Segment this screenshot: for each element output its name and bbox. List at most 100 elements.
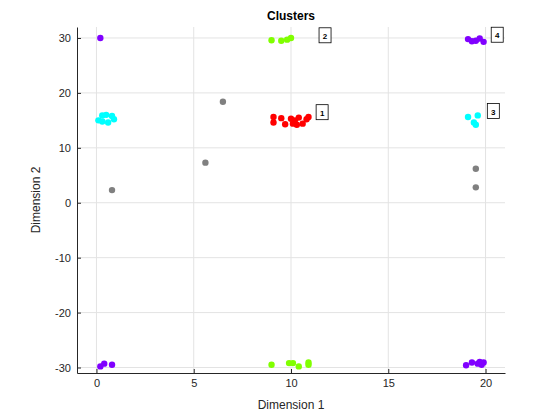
grid-line [96,27,97,373]
tick-mark [486,369,487,373]
annotation-label: 4 [495,31,500,40]
grid-line [388,27,389,373]
point [109,187,115,193]
grid-line [77,257,505,258]
tick-mark [194,369,195,373]
point [469,359,475,365]
tick: 30 [59,32,81,44]
y-axis: -30 -20 -10 0 10 20 30 [55,28,81,374]
tick: 10 [285,369,297,389]
tick-mark [77,368,81,369]
annotation-label: 1 [320,109,325,118]
annotation: 3 [487,104,499,119]
points [95,35,487,370]
point [97,35,103,41]
grid-line [77,312,505,313]
tick-mark [77,38,81,39]
grid-line [77,367,505,368]
point [288,35,294,41]
annotation-box [319,28,331,43]
annotation-box [491,27,503,42]
tick-mark [96,369,97,373]
annotation: 4 [491,27,503,42]
point [278,115,284,121]
y-axis-title: Dimension 2 [29,166,43,233]
tick: 20 [480,369,492,389]
point [101,360,107,366]
annotation-label: 2 [323,32,328,41]
point [268,362,274,368]
tick-label: 10 [59,142,71,154]
point [99,118,105,124]
point [473,122,479,128]
grid [77,27,505,373]
point [270,114,276,120]
tick-label: 0 [65,197,71,209]
point [463,362,469,368]
annotations: 1 2 3 4 [316,27,503,119]
tick: 0 [65,197,81,209]
point [305,114,311,120]
tick-mark [388,369,389,373]
point [282,121,288,127]
point [292,117,298,123]
tick: 5 [191,369,197,389]
tick-mark [291,369,292,373]
title: Clusters [267,9,315,23]
tick: 20 [59,87,81,99]
tick-mark [77,148,81,149]
series [270,114,311,128]
tick-mark [77,203,81,204]
grid-line [485,27,486,373]
point [105,119,111,125]
point [473,165,479,171]
tick-label: -20 [55,307,71,319]
tick-label: 10 [285,377,297,389]
tick-mark [77,313,81,314]
point [111,116,117,122]
point [109,362,115,368]
grid-line [77,92,505,93]
x-axis-title: Dimension 1 [258,398,325,412]
tick-label: -30 [55,362,71,374]
x-axis: 0 5 10 15 20 [78,369,506,389]
tick-label: -10 [55,252,71,264]
tick-mark [77,258,81,259]
tick-mark [77,93,81,94]
tick: -20 [55,307,81,319]
annotation: 1 [316,105,328,120]
annotation-box [316,105,328,120]
tick-label: 20 [480,377,492,389]
grid-line [193,27,194,373]
point [473,184,479,190]
point [202,159,208,165]
grid-line [77,202,505,203]
tick-label: 15 [383,377,395,389]
point [220,98,226,104]
point [290,360,296,366]
axis-line [78,373,506,374]
annotation-box [487,104,499,119]
series [95,112,481,128]
point [270,119,276,125]
annotation-label: 3 [491,108,496,117]
tick-label: 5 [191,377,197,389]
series [109,98,479,193]
point [278,38,284,44]
point [268,37,274,43]
tick-label: 0 [94,377,100,389]
point [465,114,471,120]
tick-label: 30 [59,32,71,44]
chart: 0 5 10 15 20 -30 -20 -10 0 10 20 30 1 2 3 4 Clusters Dime… [0,0,560,420]
grid-line [77,147,505,148]
point [475,112,481,118]
series [97,35,487,370]
series [268,35,311,370]
axis-line [77,28,78,374]
point [296,363,302,369]
annotation: 2 [319,28,331,43]
point [305,362,311,368]
tick: -10 [55,252,81,264]
tick: 0 [94,369,100,389]
grid-line [291,27,292,373]
